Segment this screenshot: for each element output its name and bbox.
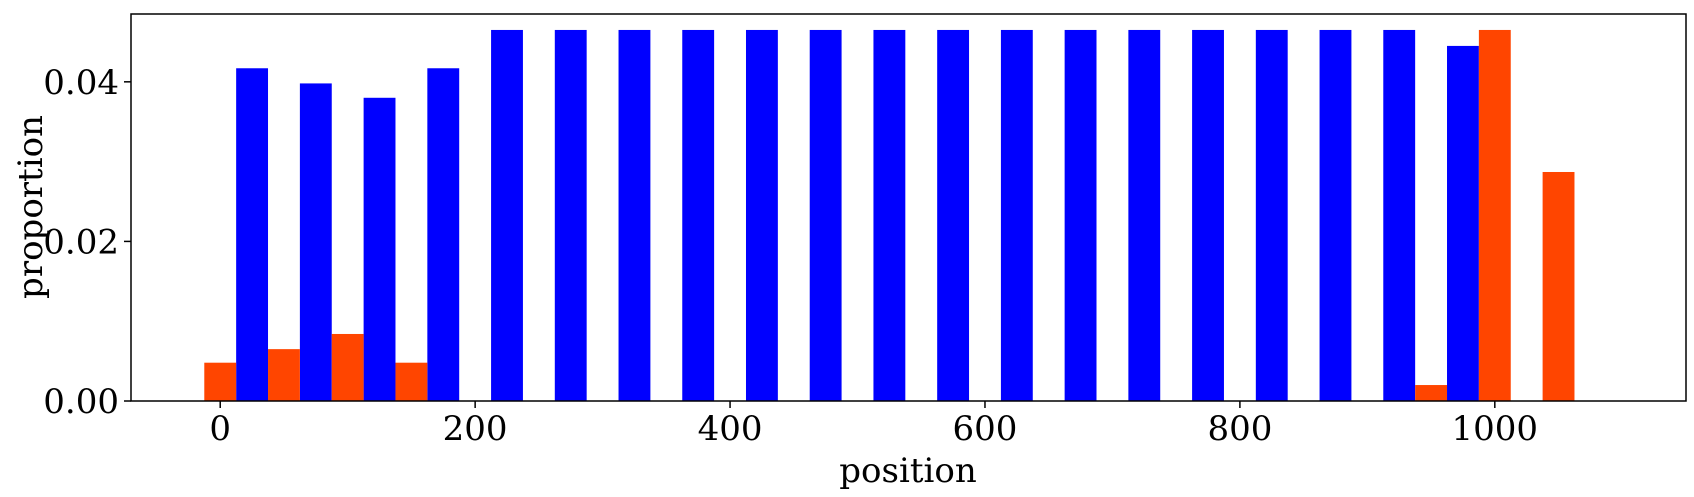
bars — [204, 29, 1575, 401]
x-tick-label: 1000 — [1452, 409, 1539, 449]
x-axis-label: position — [839, 451, 976, 491]
plot-frame — [130, 13, 1687, 402]
bar-series-1-5 — [554, 29, 587, 401]
bar-series-1-8 — [745, 29, 778, 401]
bar-series-1-3 — [427, 68, 460, 401]
bar-series-1-1 — [299, 83, 332, 401]
x-tick-label: 600 — [953, 409, 1018, 449]
bar-series-1-19 — [1447, 45, 1479, 401]
bar-series-1-0 — [236, 68, 269, 401]
bar-series-2-5 — [1478, 29, 1511, 401]
bar-series-2-6 — [1542, 171, 1575, 401]
bar-series-1-16 — [1255, 29, 1288, 401]
y-tick-label: 0.02 — [43, 222, 119, 262]
bar-series-1-15 — [1192, 29, 1224, 401]
y-tick-label: 0.04 — [43, 63, 119, 103]
bar-series-1-10 — [873, 29, 906, 401]
bar-series-2-2 — [331, 333, 364, 401]
x-tick-label: 800 — [1207, 409, 1272, 449]
y-tick-label: 0.00 — [43, 382, 119, 422]
bar-series-1-18 — [1383, 29, 1416, 401]
bar-series-2-1 — [268, 349, 300, 401]
bar-series-1-14 — [1128, 29, 1161, 401]
bar-series-2-0 — [204, 362, 237, 401]
bar-series-1-11 — [937, 29, 970, 401]
bar-series-1-7 — [682, 29, 715, 401]
bar-series-1-4 — [491, 29, 523, 401]
bar-series-1-9 — [809, 29, 842, 401]
axis-ticks: 0 200 400 600 800 1000 0.00 0.02 0.04 — [43, 63, 1538, 449]
bar-series-2-3 — [395, 362, 428, 401]
bar-series-1-2 — [363, 97, 396, 401]
bar-series-1-12 — [1000, 29, 1033, 401]
bar-series-2-4 — [1415, 385, 1448, 401]
y-axis-label: proportion — [11, 115, 51, 299]
bar-series-1-17 — [1319, 29, 1352, 401]
bar-series-1-13 — [1064, 29, 1097, 401]
x-tick-label: 0 — [209, 409, 231, 449]
x-tick-label: 200 — [443, 409, 508, 449]
x-tick-label: 400 — [698, 409, 763, 449]
bar-series-1-6 — [618, 29, 651, 401]
